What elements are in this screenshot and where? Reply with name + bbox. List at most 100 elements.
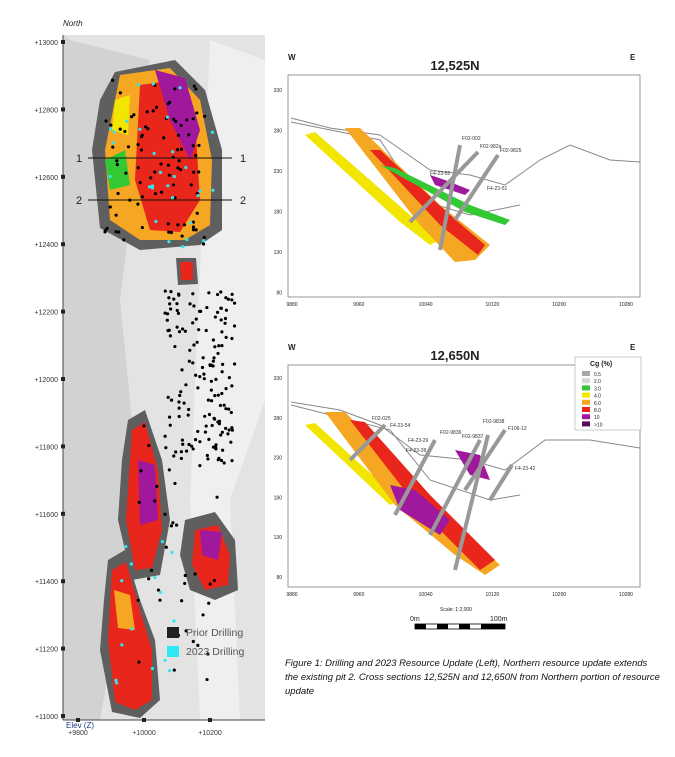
drill-hole bbox=[149, 568, 154, 572]
tick-mark bbox=[142, 718, 146, 722]
drill-hole bbox=[189, 183, 193, 187]
ore-body bbox=[138, 460, 158, 525]
drill-hole bbox=[180, 234, 184, 238]
tick-mark bbox=[61, 714, 65, 718]
drill-hole bbox=[165, 115, 169, 119]
drill-hole bbox=[188, 348, 192, 352]
drill-hole bbox=[208, 582, 212, 586]
drill-holes bbox=[103, 78, 237, 685]
drill-hole bbox=[220, 330, 224, 334]
grade-swatch bbox=[582, 399, 590, 405]
ore-body bbox=[112, 95, 130, 135]
drill-hole bbox=[175, 325, 179, 329]
drill-hole bbox=[175, 148, 180, 152]
y-tick-label: 230 bbox=[274, 169, 283, 175]
drill-hole bbox=[216, 393, 220, 397]
drill-hole bbox=[180, 368, 184, 372]
drill-hole bbox=[163, 434, 167, 438]
drill-hole bbox=[153, 192, 158, 196]
tick-mark bbox=[61, 40, 65, 44]
y-tick-label: 80 bbox=[276, 575, 282, 581]
drill-hole bbox=[230, 298, 234, 302]
drill-hole bbox=[109, 123, 113, 127]
drill-hole bbox=[216, 458, 220, 462]
drill-hole bbox=[207, 291, 211, 295]
drill-hole bbox=[194, 373, 198, 377]
ore-band bbox=[350, 420, 495, 570]
y-tick-label: +12400 bbox=[34, 242, 58, 249]
ore-body bbox=[180, 262, 193, 280]
tick-mark bbox=[61, 107, 65, 112]
drill-hole bbox=[230, 336, 234, 341]
tick-mark bbox=[61, 579, 65, 584]
drill-hole bbox=[137, 660, 141, 664]
y-tick-label: +12000 bbox=[34, 377, 58, 384]
grade-label: 2.0 bbox=[594, 379, 601, 385]
drill-hole bbox=[186, 413, 190, 417]
drill-hole bbox=[197, 143, 201, 148]
drill-hole bbox=[195, 111, 199, 115]
drill-hole bbox=[143, 125, 148, 129]
drill-hole bbox=[108, 205, 112, 209]
drill-hole bbox=[189, 221, 193, 225]
drill-hole bbox=[142, 424, 146, 428]
y-tick-label: +12200 bbox=[34, 310, 58, 317]
y-tick-label: 130 bbox=[274, 535, 283, 541]
drill-hole bbox=[211, 338, 215, 342]
drill-hole bbox=[224, 426, 228, 430]
drill-hole bbox=[224, 407, 228, 411]
drill-hole bbox=[105, 226, 109, 231]
drill-hole bbox=[212, 356, 216, 360]
drill-hole bbox=[192, 170, 196, 174]
drill-hole bbox=[177, 292, 181, 296]
tick-mark bbox=[61, 444, 65, 449]
drill-hole bbox=[207, 437, 211, 441]
drill-trace bbox=[348, 423, 387, 462]
grade-swatch bbox=[582, 407, 590, 412]
drill-hole bbox=[183, 329, 187, 333]
drill-hole bbox=[198, 189, 202, 193]
drill-hole bbox=[166, 395, 170, 399]
drill-hole bbox=[202, 372, 206, 376]
y-tick-label: +11600 bbox=[35, 512, 58, 519]
drill-hole bbox=[206, 652, 210, 656]
ore-body bbox=[200, 530, 222, 560]
drill-hole bbox=[177, 400, 181, 404]
y-tick-label: 180 bbox=[274, 210, 283, 216]
drill-hole bbox=[202, 377, 206, 381]
drill-hole bbox=[166, 222, 170, 226]
drill-hole bbox=[220, 344, 224, 348]
drill-hole bbox=[168, 669, 172, 673]
x-tick-label: 10120 bbox=[485, 302, 499, 308]
drill-hole bbox=[123, 129, 127, 134]
drill-hole bbox=[158, 598, 162, 602]
drill-hole bbox=[185, 237, 189, 242]
section-label: 1 bbox=[76, 153, 82, 165]
drill-hole bbox=[125, 119, 129, 123]
drill-hole bbox=[230, 459, 234, 463]
drill-hole bbox=[226, 432, 230, 436]
drill-hole bbox=[226, 297, 230, 301]
drill-hole bbox=[187, 442, 191, 447]
drill-hole bbox=[192, 304, 196, 308]
y-tick-label: 130 bbox=[274, 250, 283, 256]
drill-hole bbox=[222, 461, 226, 465]
tick-mark bbox=[61, 174, 65, 179]
drill-hole bbox=[195, 340, 199, 344]
grade-label: 10 bbox=[594, 415, 600, 421]
drill-hole bbox=[114, 213, 118, 217]
y-tick-label: +11200 bbox=[35, 647, 58, 654]
y-tick-label: 180 bbox=[274, 495, 283, 501]
x-tick-label: +10000 bbox=[132, 730, 156, 737]
drill-hole bbox=[171, 183, 176, 187]
cross-section: F02-002 F02-982a F02-9825 F4-23-52 F4-23… bbox=[290, 117, 641, 262]
grade-label: 3.0 bbox=[594, 386, 601, 392]
tick-mark bbox=[76, 718, 80, 722]
drill-hole bbox=[210, 423, 214, 428]
drill-hole bbox=[219, 433, 223, 437]
drill-hole bbox=[202, 235, 206, 240]
tick-mark bbox=[208, 718, 212, 722]
drill-hole bbox=[204, 424, 208, 428]
west-label: W bbox=[288, 343, 296, 352]
